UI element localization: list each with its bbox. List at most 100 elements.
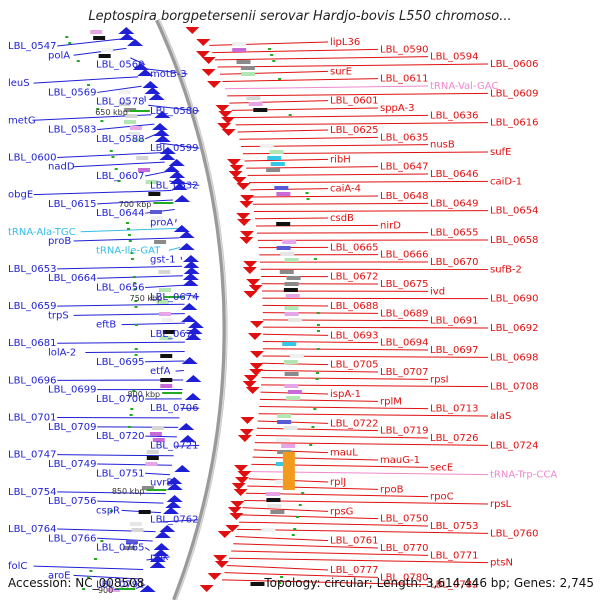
forward-strand-gene [239, 237, 254, 244]
cog-box-reverse [158, 288, 171, 292]
cog-box-forward [274, 480, 289, 484]
cog-box-reverse [129, 522, 142, 526]
gc-dot [94, 558, 98, 560]
cog-box-forward [289, 354, 304, 358]
cog-box-reverse [158, 312, 171, 316]
gene-label-right: LBL_0646 [430, 169, 478, 180]
forward-strand-gene [217, 531, 232, 538]
genome-summary: Topology: circular; Length: 3,614,446 bp… [264, 576, 594, 590]
gene-label-right: LBL_0675 [380, 279, 428, 290]
connector-left [97, 275, 183, 279]
gc-dot [109, 510, 113, 512]
reverse-strand-gene [179, 435, 196, 442]
forward-strand-gene [201, 57, 216, 64]
forward-strand-gene [249, 363, 264, 370]
reverse-strand-gene [118, 27, 135, 34]
gc-dot [293, 528, 297, 530]
gene-label-left: obgE [8, 190, 33, 201]
gene-label-left: LBL_0600 [8, 152, 56, 163]
gene-label-left: LBL_0751 [96, 468, 144, 479]
reverse-strand-gene [132, 63, 149, 70]
cog-box-forward [284, 282, 299, 286]
connector-right [244, 158, 329, 162]
gc-dot [87, 84, 91, 86]
connector-left [184, 294, 200, 298]
gene-label-left: eftB [96, 320, 116, 331]
connector-right [254, 442, 489, 446]
reverse-strand-gene [169, 177, 186, 184]
connector-left [85, 351, 185, 354]
reverse-strand-gene [159, 525, 176, 532]
gc-dot [301, 492, 305, 494]
gene-label-left: tRNA-Ala-TGC [8, 227, 76, 238]
forward-strand-gene [199, 585, 214, 592]
connector-right [224, 572, 379, 578]
gene-label-right: rpoB [380, 484, 404, 495]
gene-label-right: LBL_0694 [380, 338, 428, 349]
backbone-highlight [158, 19, 228, 600]
gene-label-right: ptsN [490, 558, 513, 569]
gc-dot [126, 222, 130, 224]
cog-box-forward [236, 60, 251, 64]
gc-dot [127, 234, 131, 236]
gc-dot [117, 180, 121, 182]
reverse-strand-gene [152, 549, 169, 556]
forward-strand-gene [242, 267, 257, 274]
cog-box-reverse [125, 114, 138, 118]
reverse-strand-gene [182, 279, 199, 286]
connector-left [73, 574, 140, 580]
connector-left [57, 303, 185, 307]
gene-label-left: trpS [48, 310, 69, 321]
gene-label-left: LBL_0677 [150, 329, 198, 340]
gc-dot [288, 114, 292, 116]
gene-label-left: LBL_0766 [48, 533, 96, 544]
gene-label-left: LBL_0749 [48, 459, 96, 470]
connector-right [247, 173, 429, 176]
forward-strand-gene [215, 105, 230, 112]
cog-box-forward [283, 360, 298, 364]
connector-left [121, 322, 185, 326]
reverse-strand-gene [119, 33, 136, 40]
forward-strand-gene [201, 69, 216, 76]
gc-dot [114, 168, 118, 170]
reverse-strand-gene [154, 531, 171, 538]
gene-label-right: LBL_0601 [330, 96, 378, 107]
forward-strand-gene [239, 201, 254, 208]
gene-label-left: lolA-2 [48, 348, 76, 359]
reverse-strand-gene [187, 321, 204, 328]
forward-strand-gene [243, 375, 258, 382]
reverse-strand-gene [159, 153, 176, 160]
cog-box-forward [269, 150, 284, 154]
gene-label-right: surE [330, 66, 352, 77]
gene-label-left: LBL_0653 [8, 264, 56, 275]
gene-label-right: LBL_0697 [430, 345, 478, 356]
gene-label-right: rplJ [330, 477, 346, 488]
cog-box-forward [276, 192, 291, 196]
reverse-strand-gene [163, 165, 180, 172]
gene-label-right: LBL_0692 [490, 323, 538, 334]
cog-box-reverse [93, 36, 106, 40]
gene-label-right: caiD-1 [490, 176, 522, 187]
cog-box-reverse [152, 444, 165, 448]
cog-box-forward [282, 240, 297, 244]
backbone-arc [155, 18, 228, 600]
connector-left [159, 142, 200, 149]
gene-label-left: LBL_0681 [8, 338, 56, 349]
gene-label-left: LBL_0580 [150, 106, 198, 117]
gene-label-left: LBL_0696 [8, 375, 56, 386]
reverse-strand-gene [149, 561, 166, 568]
reverse-strand-gene [178, 243, 195, 250]
connector-right [235, 122, 489, 126]
cog-box-forward [270, 162, 285, 166]
kbp-scale: 650 kbp 700 kbp 750 kbp 800 kbp 850 kbp 900 [95, 108, 185, 595]
connector-right [242, 151, 489, 155]
forward-strand-gene [225, 525, 240, 532]
connector-right [244, 499, 489, 505]
gene-label-left: uvrB [150, 478, 173, 489]
connector-right [262, 312, 379, 314]
cog-box-forward [259, 144, 274, 148]
gene-label-right: LBL_0753 [430, 521, 478, 532]
gene-label-right: LBL_0594 [430, 52, 478, 63]
forward-strand-gene [245, 387, 260, 394]
